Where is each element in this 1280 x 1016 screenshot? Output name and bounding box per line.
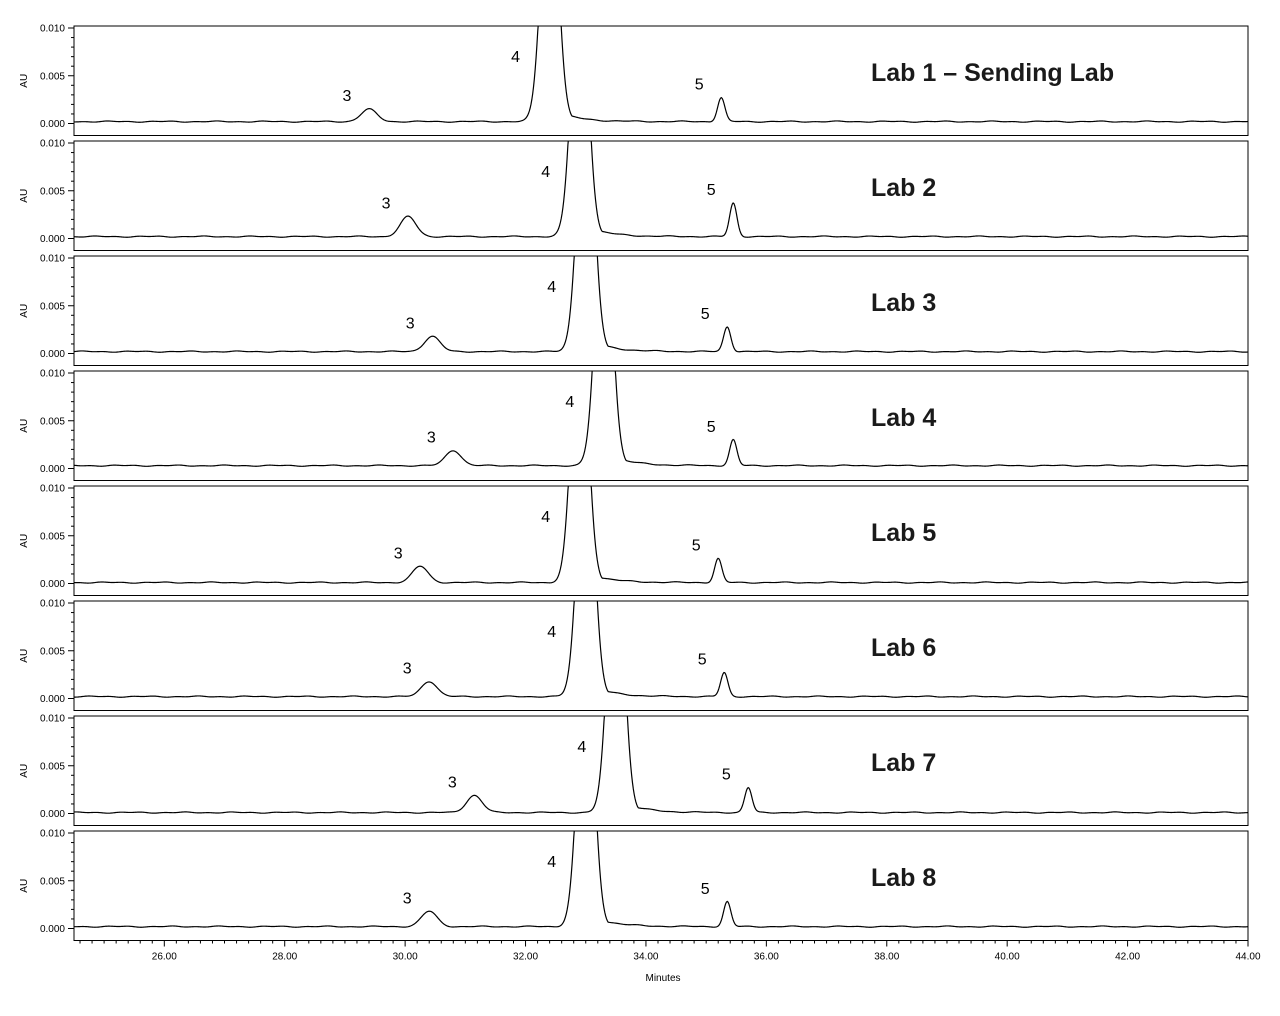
peak-label-5: 5 <box>701 306 710 323</box>
peak-label-4: 4 <box>547 279 556 296</box>
peak-label-3: 3 <box>406 315 415 332</box>
x-tick-label: 42.00 <box>1115 952 1140 963</box>
chromatogram-trace <box>74 486 1248 584</box>
peak-label-5: 5 <box>707 419 716 436</box>
y-tick-label: 0.010 <box>40 254 65 265</box>
panel-title: Lab 2 <box>871 174 936 202</box>
panel-frame <box>73 485 1249 596</box>
peak-label-3: 3 <box>448 774 457 791</box>
y-tick-label: 0.000 <box>40 809 65 820</box>
x-tick-label: 44.00 <box>1235 952 1260 963</box>
y-tick-label: 0.005 <box>40 71 65 82</box>
chromatogram-trace <box>74 831 1248 928</box>
chromatogram-trace <box>74 141 1248 238</box>
panel-frame <box>73 830 1249 941</box>
panel-frame <box>73 255 1249 366</box>
peak-label-3: 3 <box>382 196 391 213</box>
peak-label-5: 5 <box>701 881 710 898</box>
chromatogram-trace <box>74 716 1248 814</box>
y-tick-label: 0.010 <box>40 24 65 35</box>
x-tick-label: 40.00 <box>995 952 1020 963</box>
panel-frame <box>73 715 1249 826</box>
y-tick-label: 0.005 <box>40 646 65 657</box>
panel-title: Lab 3 <box>871 289 936 317</box>
panel-title: Lab 4 <box>871 404 936 432</box>
y-tick-label: 0.000 <box>40 349 65 360</box>
peak-label-4: 4 <box>577 739 586 756</box>
y-tick-label: 0.005 <box>40 876 65 887</box>
y-tick-label: 0.000 <box>40 579 65 590</box>
peak-label-3: 3 <box>343 88 352 105</box>
peak-label-4: 4 <box>541 164 550 181</box>
y-tick-label: 0.005 <box>40 416 65 427</box>
x-axis-label: Minutes <box>645 973 680 984</box>
y-axis-label: AU <box>19 419 30 433</box>
peak-label-4: 4 <box>511 49 520 66</box>
panel-title: Lab 7 <box>871 749 936 777</box>
panel-frame <box>73 140 1249 251</box>
y-axis-label: AU <box>19 764 30 778</box>
x-tick-label: 36.00 <box>754 952 779 963</box>
peak-label-5: 5 <box>695 77 704 94</box>
peak-label-4: 4 <box>565 394 574 411</box>
panel-title: Lab 1 – Sending Lab <box>871 59 1114 87</box>
x-tick-label: 38.00 <box>874 952 899 963</box>
chromatogram-trace <box>74 256 1248 353</box>
y-tick-label: 0.005 <box>40 301 65 312</box>
y-axis-label: AU <box>19 74 30 88</box>
peak-label-3: 3 <box>394 545 403 562</box>
chromatogram-trace <box>74 601 1248 698</box>
y-tick-label: 0.005 <box>40 531 65 542</box>
y-axis-label: AU <box>19 534 30 548</box>
peak-label-3: 3 <box>427 429 436 446</box>
x-tick-label: 32.00 <box>513 952 538 963</box>
peak-label-3: 3 <box>403 890 412 907</box>
panel-frame <box>73 370 1249 481</box>
x-tick-label: 26.00 <box>152 952 177 963</box>
panel-title: Lab 8 <box>871 864 936 892</box>
peak-label-5: 5 <box>722 767 731 784</box>
peak-label-3: 3 <box>403 660 412 677</box>
panel-frame <box>73 25 1249 136</box>
panel-title: Lab 6 <box>871 634 936 662</box>
y-tick-label: 0.010 <box>40 484 65 495</box>
y-tick-label: 0.000 <box>40 119 65 130</box>
y-tick-label: 0.010 <box>40 829 65 840</box>
peak-label-4: 4 <box>541 509 550 526</box>
y-axis-label: AU <box>19 879 30 893</box>
x-tick-label: 34.00 <box>633 952 658 963</box>
y-axis-label: AU <box>19 189 30 203</box>
y-tick-label: 0.000 <box>40 234 65 245</box>
y-tick-label: 0.000 <box>40 464 65 475</box>
peak-label-4: 4 <box>547 854 556 871</box>
y-tick-label: 0.005 <box>40 761 65 772</box>
panel-frame <box>73 600 1249 711</box>
x-tick-label: 30.00 <box>393 952 418 963</box>
y-tick-label: 0.000 <box>40 694 65 705</box>
x-tick-label: 28.00 <box>272 952 297 963</box>
peak-label-5: 5 <box>707 182 716 199</box>
chromatogram-trace <box>74 371 1248 467</box>
y-axis-label: AU <box>19 304 30 318</box>
chromatogram-trace <box>74 26 1248 123</box>
y-tick-label: 0.010 <box>40 139 65 150</box>
y-tick-label: 0.010 <box>40 369 65 380</box>
peak-label-5: 5 <box>692 538 701 555</box>
y-axis-label: AU <box>19 649 30 663</box>
peak-label-5: 5 <box>698 652 707 669</box>
y-tick-label: 0.000 <box>40 924 65 935</box>
y-tick-label: 0.010 <box>40 599 65 610</box>
y-tick-label: 0.005 <box>40 186 65 197</box>
peak-label-4: 4 <box>547 624 556 641</box>
panel-title: Lab 5 <box>871 519 936 547</box>
y-tick-label: 0.010 <box>40 714 65 725</box>
